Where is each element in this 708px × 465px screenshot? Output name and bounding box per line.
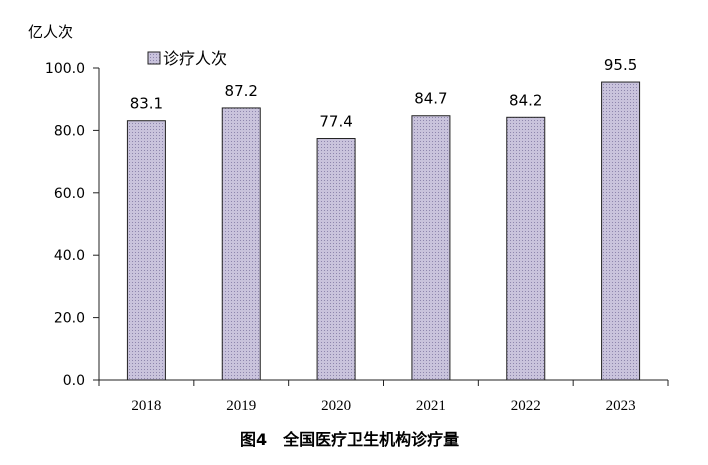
data-label-2021: 84.7 — [414, 90, 447, 108]
bar-2021 — [411, 115, 451, 381]
y-tick-label: 60.0 — [54, 186, 85, 202]
data-label-2023: 95.5 — [604, 56, 637, 74]
bars — [126, 81, 641, 381]
data-label-2019: 87.2 — [225, 82, 258, 100]
data-label-2018: 83.1 — [130, 95, 163, 113]
bar-2023 — [601, 81, 641, 381]
bar-2020 — [316, 138, 356, 381]
y-tick-label: 100.0 — [45, 61, 85, 77]
category-label-2018: 2018 — [131, 398, 161, 414]
data-label-2020: 77.4 — [319, 113, 352, 131]
category-labels: 2018 2019 2020 2021 2022 2023 — [131, 398, 635, 414]
y-tick-label: 40.0 — [54, 248, 85, 264]
legend-label: 诊疗人次 — [163, 49, 227, 68]
category-label-2020: 2020 — [321, 398, 351, 414]
bar-2022 — [506, 116, 546, 381]
data-labels: 83.1 87.2 77.4 84.7 84.2 95.5 — [130, 56, 638, 130]
y-tick-label: 0.0 — [63, 373, 85, 389]
x-ticks — [98, 380, 669, 386]
category-label-2023: 2023 — [606, 398, 636, 414]
bar-2019 — [221, 107, 261, 381]
legend-swatch — [147, 51, 161, 65]
y-tick-label: 80.0 — [54, 123, 85, 139]
legend: 诊疗人次 — [147, 49, 227, 68]
y-ticks: 0.0 20.0 40.0 60.0 80.0 100.0 — [45, 61, 99, 389]
y-tick-label: 20.0 — [54, 311, 85, 327]
chart-title: 图4 全国医疗卫生机构诊疗量 — [240, 430, 459, 449]
y-axis-label: 亿人次 — [28, 23, 73, 41]
category-label-2021: 2021 — [416, 398, 446, 414]
category-label-2022: 2022 — [511, 398, 541, 414]
data-label-2022: 84.2 — [509, 91, 542, 109]
category-label-2019: 2019 — [226, 398, 256, 414]
bar-2018 — [126, 120, 166, 381]
